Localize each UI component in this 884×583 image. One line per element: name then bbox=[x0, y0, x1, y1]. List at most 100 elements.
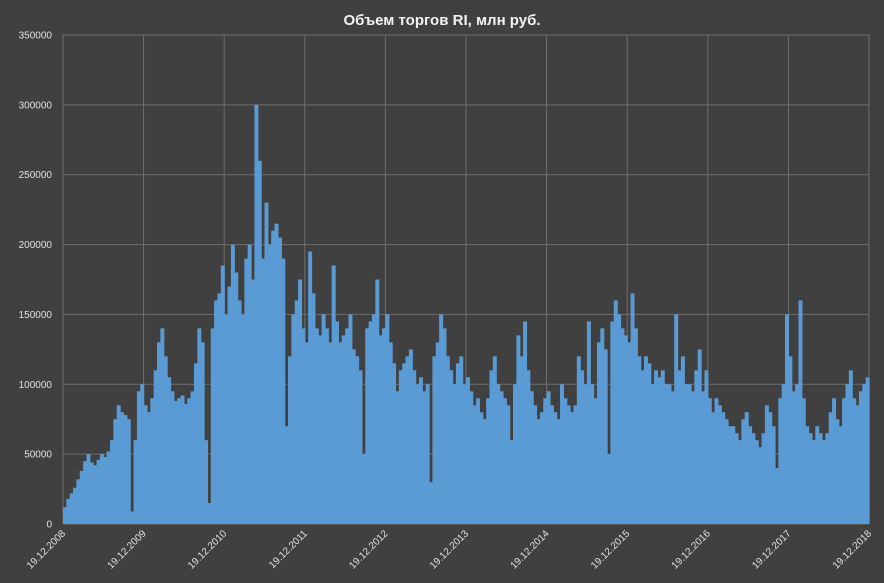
volume-bar bbox=[378, 335, 383, 524]
volume-bar bbox=[469, 391, 474, 524]
volume-bar bbox=[519, 356, 524, 524]
volume-bar bbox=[560, 384, 564, 524]
volume-bar bbox=[190, 391, 195, 524]
volume-bar bbox=[89, 462, 94, 524]
volume-bar bbox=[63, 507, 67, 524]
volume-bar bbox=[298, 279, 303, 524]
volume-bar bbox=[684, 384, 689, 524]
volume-bar bbox=[408, 349, 413, 524]
volume-bar bbox=[439, 314, 444, 524]
volume-bar bbox=[714, 398, 719, 524]
volume-bar bbox=[774, 468, 779, 524]
volume-bar bbox=[187, 398, 192, 524]
volume-bar bbox=[630, 293, 635, 524]
volume-bar bbox=[103, 456, 108, 524]
volume-bar bbox=[687, 384, 692, 524]
volume-bar bbox=[73, 487, 78, 524]
volume-bar bbox=[318, 335, 323, 524]
volume-bar bbox=[539, 412, 544, 524]
volume-bar bbox=[482, 419, 487, 524]
volume-bar bbox=[66, 498, 71, 524]
volume-bar bbox=[193, 363, 198, 524]
volume-bar bbox=[798, 300, 803, 524]
x-tick-label: 19.12.2010 bbox=[186, 528, 229, 571]
volume-bar bbox=[489, 370, 494, 524]
volume-bar bbox=[764, 405, 769, 524]
volume-bar bbox=[251, 279, 256, 524]
x-tick-label: 19.12.2011 bbox=[267, 528, 310, 571]
volume-bar bbox=[600, 328, 605, 524]
volume-bar bbox=[741, 419, 746, 524]
y-axis: 0 50000 100000 150000 200000 250000 300000 3500… bbox=[19, 31, 53, 531]
volume-bar bbox=[167, 377, 172, 524]
volume-bar bbox=[237, 300, 242, 524]
volume-bar bbox=[143, 405, 148, 524]
volume-bar bbox=[852, 398, 857, 524]
volume-bar bbox=[274, 223, 279, 524]
x-tick-label: 19.12.2008 bbox=[25, 528, 68, 571]
volume-bar bbox=[657, 377, 662, 524]
volume-bar bbox=[99, 454, 104, 524]
volume-bar bbox=[570, 412, 575, 524]
volume-bar bbox=[590, 384, 595, 524]
volume-bar bbox=[825, 433, 830, 524]
volume-bar bbox=[93, 465, 98, 524]
volume-bar bbox=[462, 384, 467, 524]
volume-bar bbox=[862, 384, 867, 524]
volume-bar bbox=[395, 391, 400, 524]
volume-bar bbox=[620, 328, 625, 524]
volume-bar bbox=[536, 419, 541, 524]
volume-bar bbox=[667, 384, 672, 524]
volume-bar bbox=[586, 321, 591, 524]
volume-bar bbox=[556, 419, 561, 524]
volume-bar bbox=[865, 377, 870, 524]
volume-bar bbox=[650, 384, 655, 524]
volume-bar bbox=[69, 493, 74, 524]
volume-bar bbox=[476, 398, 481, 524]
volume-bar bbox=[116, 405, 121, 524]
volume-bar bbox=[580, 370, 585, 524]
volume-bar bbox=[821, 440, 826, 524]
volume-bar bbox=[627, 342, 632, 524]
volume-bar bbox=[173, 401, 178, 524]
volume-bar bbox=[721, 412, 726, 524]
volume-bar bbox=[284, 426, 289, 524]
volume-bar bbox=[324, 328, 329, 524]
x-tick-label: 19.12.2012 bbox=[347, 528, 390, 571]
volume-bar bbox=[731, 426, 736, 524]
volume-bar bbox=[301, 328, 306, 524]
volume-bar bbox=[643, 356, 648, 524]
volume-bar bbox=[432, 356, 437, 524]
volume-bar bbox=[603, 349, 608, 524]
volume-bar bbox=[123, 415, 128, 524]
volume-bar bbox=[398, 370, 403, 524]
volume-bar bbox=[294, 300, 299, 524]
y-tick-label: 200000 bbox=[19, 240, 53, 251]
volume-bar bbox=[647, 363, 652, 524]
volume-bar bbox=[180, 395, 185, 524]
volume-bar bbox=[217, 293, 222, 524]
volume-bar bbox=[435, 342, 440, 524]
volume-bar bbox=[815, 426, 820, 524]
y-tick-label: 350000 bbox=[19, 31, 53, 42]
volume-bar bbox=[304, 342, 309, 524]
volume-bar bbox=[613, 300, 618, 524]
volume-bar bbox=[492, 356, 497, 524]
volume-bar bbox=[291, 314, 296, 524]
volume-bar bbox=[220, 265, 225, 524]
volume-bar bbox=[479, 412, 484, 524]
volume-bar bbox=[738, 440, 742, 524]
volume-bar bbox=[126, 419, 131, 524]
volume-bar bbox=[573, 405, 578, 524]
volume-bar bbox=[230, 244, 235, 525]
volume-bar bbox=[788, 356, 793, 524]
volume-bar bbox=[768, 412, 773, 524]
volume-bar bbox=[197, 328, 202, 524]
volume-bar bbox=[502, 398, 507, 524]
volume-bar bbox=[96, 459, 101, 524]
volume-bar bbox=[247, 244, 252, 525]
volume-bar bbox=[207, 503, 212, 524]
volume-bar bbox=[234, 272, 239, 524]
volume-bar bbox=[86, 454, 91, 524]
